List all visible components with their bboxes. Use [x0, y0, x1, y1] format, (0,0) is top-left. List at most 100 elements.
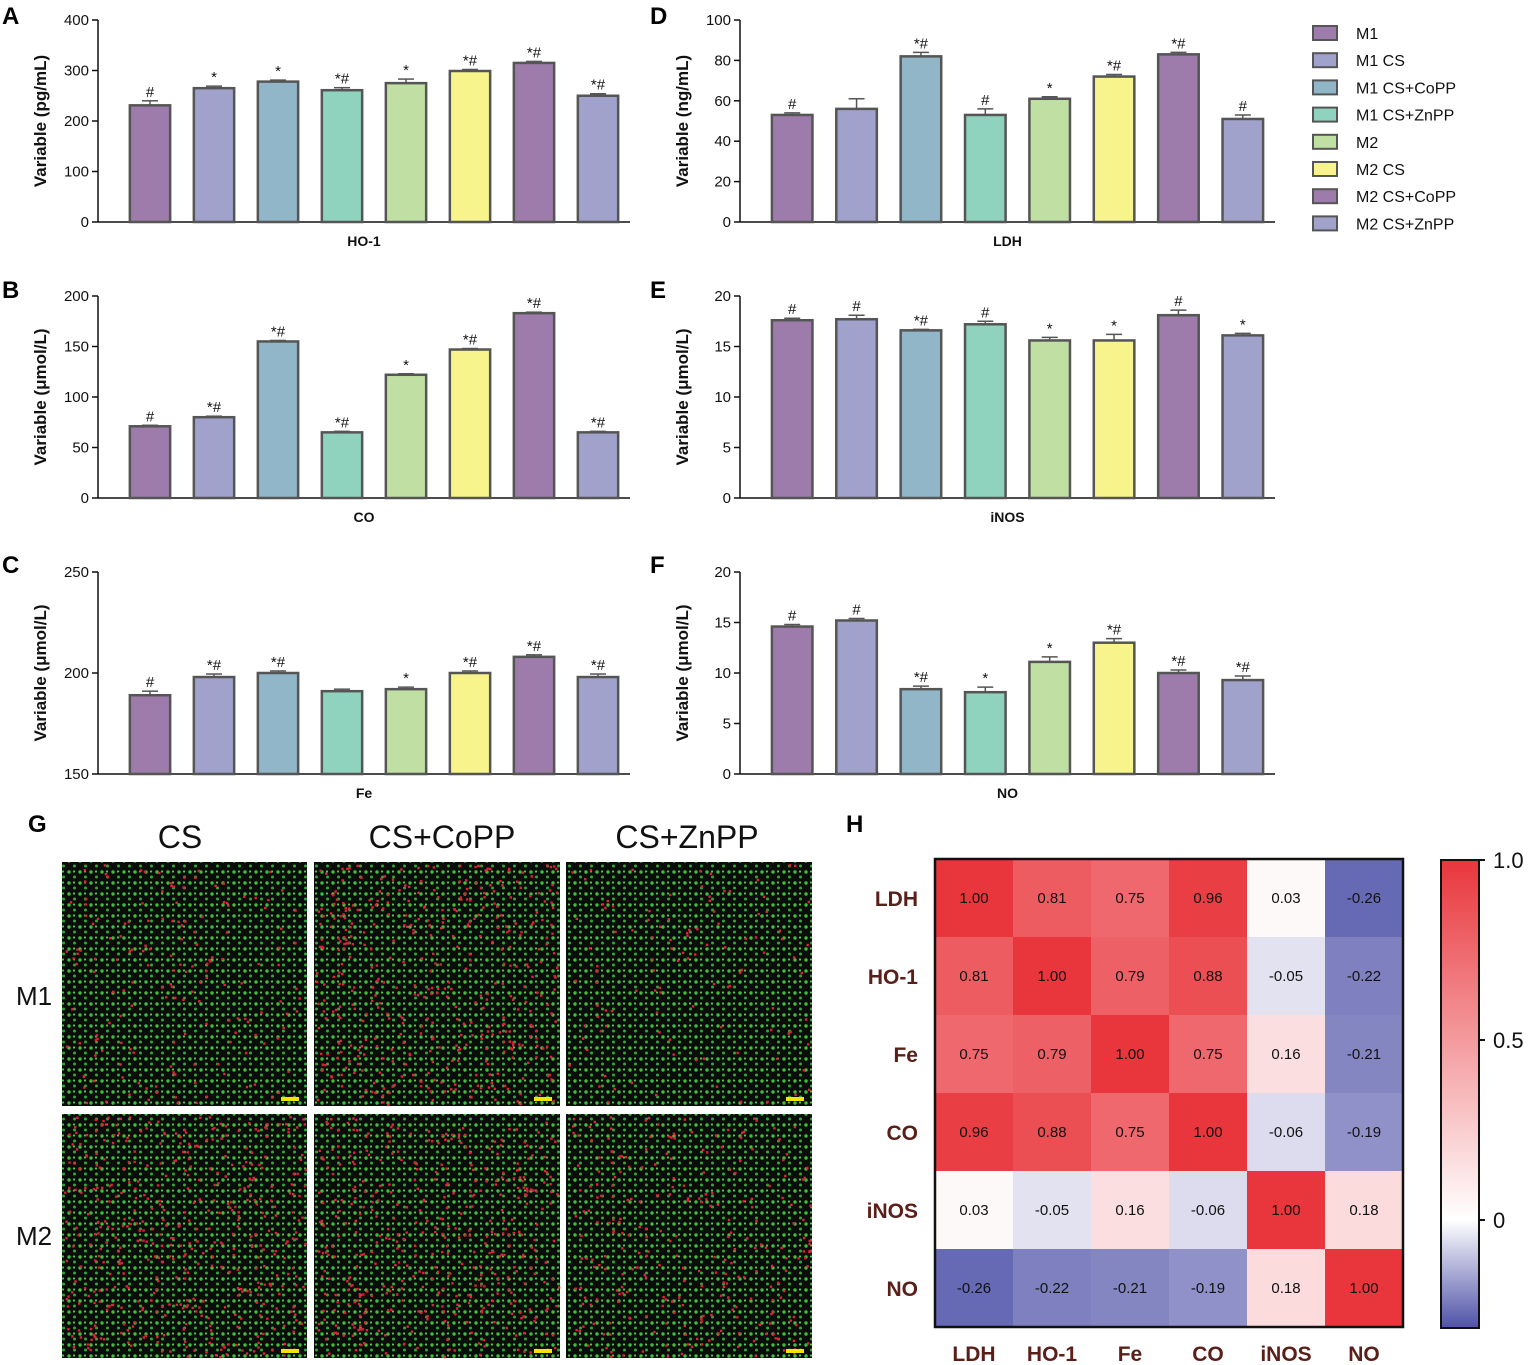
heatmap-cell-ldh-inos: [1247, 859, 1325, 937]
significance-mark: *#: [591, 657, 606, 674]
heatmap-cell-ldh-ldh: [935, 859, 1013, 937]
heatmap-row-label: HO-1: [868, 966, 918, 989]
heatmap-col-label: LDH: [952, 1343, 995, 1365]
heatmap-cell-ho-1-no: [1325, 937, 1403, 1015]
heatmap-cell-value: 0.75: [959, 1046, 988, 1063]
heatmap-cell-value: 1.00: [1037, 968, 1066, 985]
y-tick-label: 10: [714, 389, 731, 406]
heatmap-cell-co-fe: [1091, 1093, 1169, 1171]
heatmap-cell-inos-ldh: [935, 1171, 1013, 1249]
micrograph-m1-2: [314, 862, 560, 1107]
significance-mark: *: [403, 62, 409, 79]
heatmap-cell-ldh-no: [1325, 859, 1403, 937]
bar-co-1: [128, 425, 172, 500]
significance-mark: *#: [914, 312, 929, 329]
bar-inos-8: [1221, 334, 1265, 500]
bar-ldh-8: [1221, 117, 1265, 224]
bar-ho1-2: [192, 86, 236, 224]
bar-fe-8: [576, 675, 620, 776]
legend-label-5: M2: [1356, 135, 1378, 152]
heatmap-cell-value: 1.00: [1193, 1124, 1222, 1141]
heatmap-cell-value: 0.75: [1115, 890, 1144, 907]
bar-inos-6: [1092, 339, 1136, 500]
colorbar-gradient: [1440, 859, 1480, 1329]
significance-mark: #: [852, 601, 861, 618]
micrograph-m1-1: [62, 862, 307, 1106]
significance-mark: #: [146, 674, 155, 691]
significance-mark: #: [146, 84, 155, 101]
bar-fe-4: [320, 689, 364, 776]
legend-label-7: M2 CS+CoPP: [1356, 189, 1456, 206]
scale-bar: [281, 1097, 299, 1101]
heatmap-cell-ho-1-ho-1: [1013, 937, 1091, 1015]
heatmap-cell-value: 0.16: [1271, 1046, 1300, 1063]
bar-fe-7: [512, 655, 556, 776]
heatmap-cell-ldh-fe: [1091, 859, 1169, 937]
legend-label-8: M2 CS+ZnPP: [1356, 216, 1454, 233]
significance-mark: #: [788, 96, 797, 113]
y-tick-label: 0: [81, 214, 89, 231]
bar-co-8: [576, 431, 620, 500]
heatmap-cell-value: -0.06: [1269, 1124, 1303, 1141]
heatmap-cell-value: 0.03: [1271, 890, 1300, 907]
heatmap-cell-co-no: [1325, 1093, 1403, 1171]
heatmap-cell-fe-ldh: [935, 1015, 1013, 1093]
bar-chart-co: 0 50 100 150 200 Variable (μmol/L) CO # *# *# *# * *…: [31, 288, 630, 525]
fluorescence-image-grid: [62, 862, 812, 1359]
heatmap-cell-value: 0.81: [1037, 890, 1066, 907]
significance-mark: *#: [527, 638, 542, 655]
heatmap-cell-value: -0.06: [1191, 1202, 1225, 1219]
significance-mark: #: [981, 304, 990, 321]
column-title-cs-znpp: CS+ZnPP: [615, 819, 758, 855]
significance-mark: *#: [207, 399, 222, 416]
significance-mark: *#: [335, 71, 350, 88]
heatmap-row-label: Fe: [893, 1044, 918, 1067]
y-tick-label: 300: [64, 63, 89, 80]
scale-bar: [281, 1349, 299, 1353]
scale-bar: [786, 1097, 804, 1101]
heatmap-cell-value: 0.88: [1037, 1124, 1066, 1141]
significance-mark: #: [1239, 98, 1248, 115]
bar-ho1-5: [384, 81, 428, 224]
scale-bar: [534, 1097, 552, 1101]
bar-chart-ho1: 0 100 200 300 400 Variable (pg/mL) HO-1 # * * *# * *…: [31, 12, 630, 249]
significance-mark: *#: [1236, 659, 1251, 676]
correlation-heatmap: 1.00 0.81 0.75 0.96 0.03 -0.26 0.81 1.00 0.79 0.8…: [867, 857, 1405, 1365]
y-tick-label: 0: [723, 490, 731, 507]
bar-co-2: [192, 415, 236, 500]
heatmap-cell-no-no: [1325, 1249, 1403, 1327]
significance-mark: *: [1240, 316, 1246, 333]
micrograph-live-cells: [566, 862, 812, 1106]
bar-ldh-1: [770, 113, 814, 224]
heatmap-cell-fe-inos: [1247, 1015, 1325, 1093]
significance-mark: *#: [914, 669, 929, 686]
heatmap-cell-fe-no: [1325, 1015, 1403, 1093]
bar-ldh-2: [835, 107, 879, 224]
bar-fe-1: [128, 693, 172, 776]
bar-no-4: [963, 690, 1007, 776]
y-tick-label: 150: [64, 766, 89, 783]
bar-no-5: [1028, 660, 1072, 776]
bar-fe-5: [384, 687, 428, 776]
y-tick-label: 5: [723, 440, 731, 457]
heatmap-cell-value: 0.79: [1115, 968, 1144, 985]
bar-inos-1: [770, 318, 814, 500]
significance-mark: *: [403, 357, 409, 374]
colorbar-tick-label: 0: [1493, 1208, 1505, 1233]
heatmap-cell-co-ho-1: [1013, 1093, 1091, 1171]
x-axis-label: CO: [354, 509, 375, 525]
panel-letter-c: C: [2, 552, 19, 579]
legend-swatch-6: [1312, 161, 1338, 177]
heatmap-cell-no-co: [1169, 1249, 1247, 1327]
micrograph-live-cells: [62, 1114, 307, 1358]
heatmap-cell-no-ho-1: [1013, 1249, 1091, 1327]
bar-ho1-7: [512, 61, 556, 224]
bar-co-6: [448, 348, 492, 500]
column-title-cs: CS: [158, 819, 202, 855]
y-tick-label: 400: [64, 12, 89, 29]
heatmap-cell-value: 0.16: [1115, 1202, 1144, 1219]
bar-no-1: [770, 625, 814, 776]
significance-mark: *#: [271, 323, 286, 340]
heatmap-col-label: CO: [1192, 1343, 1224, 1365]
